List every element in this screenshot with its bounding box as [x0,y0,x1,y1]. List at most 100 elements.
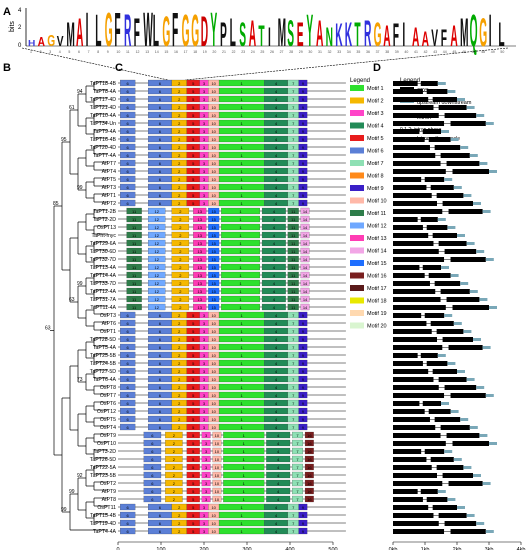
utr-block [485,258,494,261]
motif-box [298,167,308,175]
motif-number: 13 [197,217,202,222]
motif-number: 6 [127,129,130,134]
gene-label: AtPT8 [102,497,117,503]
logo-position: 3 [49,50,51,54]
motif-box [298,407,308,415]
motif-box [300,247,310,255]
motif-number: 7 [292,409,295,414]
motif-number: 7 [296,465,299,470]
motif-number: 6 [159,353,162,358]
motif-number: 4 [275,113,278,118]
logo-position: 23 [241,50,245,54]
motif-number: 4 [277,457,280,462]
logo-position: 21 [222,50,226,54]
motif-number: 3 [203,377,206,382]
motif-box [193,263,207,271]
motif-box [300,295,310,303]
utr-block [437,354,446,357]
cds-block [432,97,457,102]
utr-block [482,210,491,213]
motif-number: 5 [192,521,195,526]
cds-block [448,481,483,486]
gene-label: TaPT17-4D [90,97,116,103]
motif-number: 1 [241,529,244,534]
cds-block [426,361,448,366]
motif-number: 14 [303,281,308,286]
motif-number: 2 [173,457,176,462]
motif-box [292,487,303,495]
motif-number: 4 [275,401,278,406]
motif-number: 16 [307,489,312,494]
motif-number: 4 [273,305,276,310]
motif-number: 2 [178,337,181,342]
motif-number: 16 [307,457,312,462]
motif-number: 5 [192,337,195,342]
motif-box [261,255,286,263]
cds-block [420,489,438,494]
motif-number: 4 [273,233,276,238]
motif-number: 6 [151,497,154,502]
motif-number: 9 [302,313,305,318]
logo-residue: A [38,34,46,50]
motif-number: 1 [241,417,244,422]
motif-number: 4 [277,473,280,478]
utr-block [489,170,497,173]
gene-label: TaPT24-5B [90,361,116,367]
motif-number: 3 [205,497,208,502]
motif-box [120,151,136,159]
motif-number: 3 [203,161,206,166]
motif-number: 2 [173,489,176,494]
cds-block [436,193,464,198]
motif-number: 1 [241,337,244,342]
motif-box [120,159,136,167]
motif-number: 11 [132,289,137,294]
motif-number: 11 [291,265,296,270]
cds-block [430,185,454,190]
motif-number: 6 [127,105,130,110]
utr-block [463,330,472,333]
gene-label: TaPT7-4A [93,153,117,159]
gene-label: AtPT2 [102,201,117,207]
utr-block [457,370,465,373]
motif-number: 3 [203,137,206,142]
motif-number: 4 [275,409,278,414]
motif-number: 11 [132,241,137,246]
motif-box [201,439,211,447]
motif-box [304,455,314,463]
motif-number: 2 [178,185,181,190]
motif-number: 7 [292,89,295,94]
motif-box [221,271,260,279]
motif-number: 4 [275,177,278,182]
motif-number: 2 [179,233,182,238]
motif-box [186,439,200,447]
motif-box [300,223,310,231]
motif-box [193,247,207,255]
logo-position: 26 [270,50,274,54]
cds-block [393,337,437,342]
motif-number: 16 [307,497,312,502]
motif-legend-swatch [350,210,364,216]
motif-box [120,527,136,535]
motif-number: 10 [211,185,216,190]
logo-residue: M [66,16,74,54]
motif-number: 1 [239,305,242,310]
motif-number: 1 [241,97,244,102]
motif-box [148,231,166,239]
motif-number: 1 [241,377,244,382]
motif-number: 11 [132,273,137,278]
utr-block [479,434,488,437]
cds-block [440,289,470,294]
cds-block [393,145,430,150]
motif-number: 10 [215,489,220,494]
motif-number: 7 [292,513,295,518]
motif-number: 7 [296,433,299,438]
gene-label: TaPT18-4B [90,81,116,87]
motif-box [120,183,136,191]
motif-number: 9 [302,337,305,342]
motif-number: 2 [178,105,181,110]
gene-label: TaPT6-4A [93,377,117,383]
motif-number: 2 [173,465,176,470]
motif-number: 5 [192,401,195,406]
motif-number: 13 [197,225,202,230]
motif-box [148,271,166,279]
